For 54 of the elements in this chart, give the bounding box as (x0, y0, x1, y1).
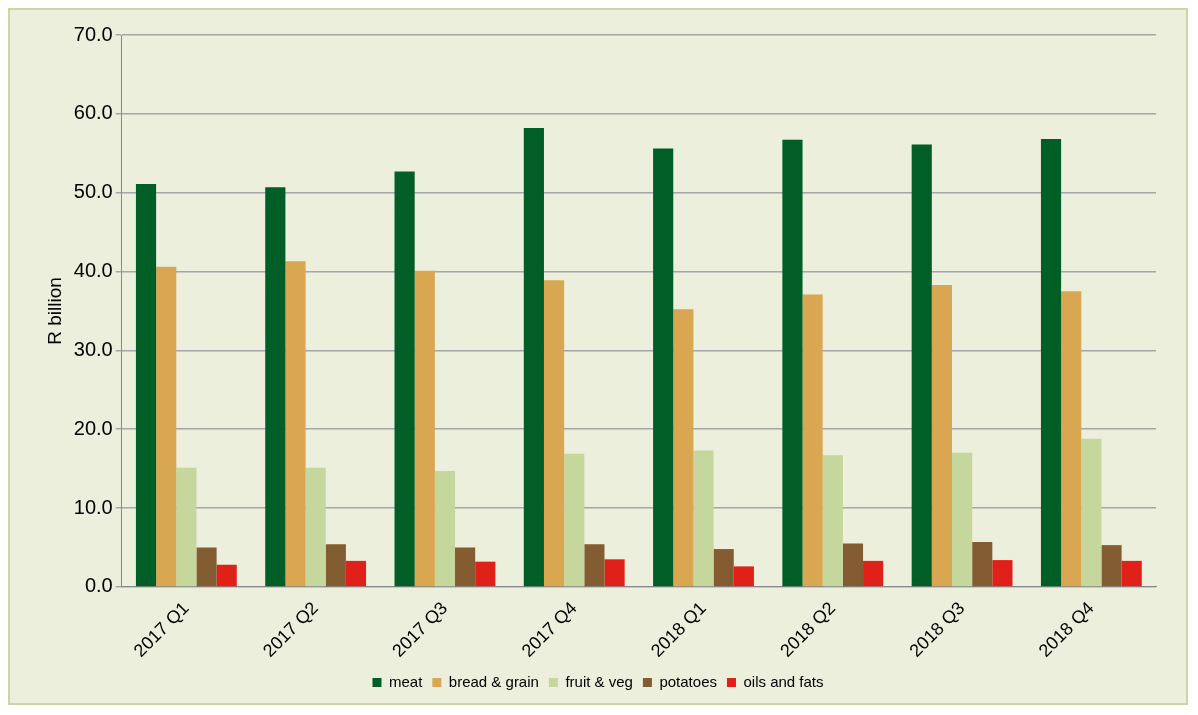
bar (176, 467, 197, 587)
bar (1061, 291, 1082, 587)
bar (1121, 560, 1142, 587)
legend-label: potatoes (659, 672, 717, 690)
bar (673, 309, 694, 587)
bar (782, 139, 803, 587)
bar (931, 284, 952, 587)
bar (305, 467, 326, 587)
bar (992, 560, 1013, 587)
bar (156, 266, 177, 587)
bar (584, 544, 605, 587)
y-axis-title: R billion (43, 277, 65, 345)
y-tick-label: 0.0 (84, 574, 113, 597)
y-tick-label: 20.0 (73, 416, 113, 439)
bar (1101, 545, 1122, 587)
bar (802, 294, 823, 587)
bar (822, 455, 843, 587)
legend-label: oils and fats (743, 672, 824, 690)
bar (863, 560, 884, 587)
bar (455, 547, 476, 587)
legend-label: bread & grain (448, 672, 539, 690)
bar (1081, 438, 1102, 587)
legend-label: fruit & veg (565, 672, 633, 690)
y-tick-label: 40.0 (73, 259, 113, 282)
bar (196, 547, 217, 587)
bar (135, 184, 157, 587)
bar (911, 144, 932, 587)
legend-label: meat (388, 672, 424, 690)
bar (414, 270, 435, 587)
bar (285, 261, 306, 587)
bar (434, 471, 456, 587)
bar (345, 560, 367, 587)
bar (1040, 139, 1062, 587)
bar (653, 148, 674, 587)
bar (543, 280, 565, 587)
bar (733, 566, 754, 587)
bar (523, 128, 544, 587)
bar (216, 564, 237, 587)
y-tick-label: 30.0 (73, 337, 113, 360)
bar (713, 549, 734, 587)
bar (325, 544, 346, 587)
y-tick-label: 60.0 (73, 101, 113, 124)
y-tick-label: 50.0 (73, 180, 113, 203)
bar (265, 187, 286, 587)
bar (972, 541, 993, 587)
bar (604, 559, 625, 587)
bar (394, 171, 415, 587)
bar (564, 453, 585, 587)
y-tick-label: 10.0 (73, 495, 113, 518)
bar (693, 450, 714, 587)
bar (842, 543, 864, 587)
bar (475, 561, 496, 587)
bar (951, 452, 973, 587)
y-tick-label: 70.0 (73, 22, 113, 45)
